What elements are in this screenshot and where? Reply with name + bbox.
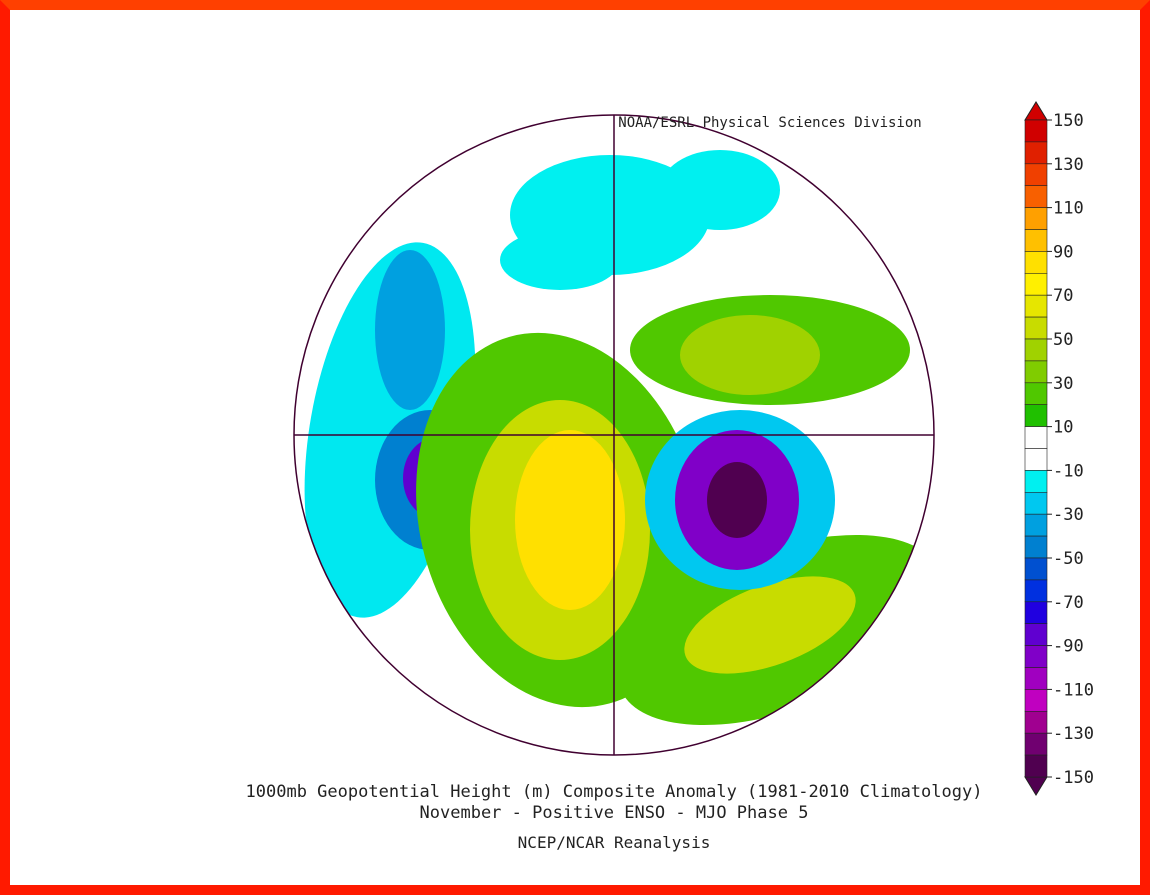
colorbar-segment (1024, 360, 1048, 384)
colorbar-segment (1024, 470, 1048, 493)
source: NCEP/NCAR Reanalysis (518, 833, 711, 852)
colorbar-segment (1024, 754, 1048, 778)
colorbar-top-arrow (1024, 101, 1048, 121)
subtitle: November - Positive ENSO - MJO Phase 5 (420, 803, 809, 823)
colorbar-segment (1024, 141, 1048, 165)
colorbar-label: -50 (1053, 549, 1084, 569)
colorbar-label: 30 (1053, 374, 1073, 394)
colorbar-segment (1024, 491, 1048, 515)
colorbar-label: -10 (1053, 461, 1084, 481)
colorbar-label: 10 (1053, 418, 1073, 438)
colorbar-segment (1024, 163, 1048, 187)
colorbar-label: -150 (1053, 768, 1094, 788)
colorbar-segment (1024, 119, 1048, 143)
colorbar-label: 70 (1053, 286, 1073, 306)
colorbar-segment (1024, 251, 1048, 274)
colorbar-segment (1024, 667, 1048, 690)
colorbar-segment (1024, 185, 1048, 208)
credit: NOAA/ESRL Physical Sciences Division (618, 115, 921, 131)
colorbar: 150 130 110 90 70 50 30 10 -10 -30 -50 -70 -90 -110 -1… (1024, 101, 1094, 796)
colorbar-label: -130 (1053, 724, 1094, 744)
colorbar-label: 50 (1053, 330, 1073, 350)
map-field (294, 115, 934, 755)
colorbar-segment (1024, 448, 1048, 471)
colorbar-segment (1024, 689, 1048, 712)
colorbar-segment (1024, 316, 1048, 340)
colorbar-segment (1024, 710, 1048, 734)
colorbar-segment (1024, 645, 1048, 668)
colorbar-segment (1024, 426, 1048, 449)
colorbar-segment (1024, 601, 1048, 624)
colorbar-segment (1024, 404, 1048, 427)
colorbar-bottom-arrow (1024, 776, 1048, 796)
colorbar-segment (1024, 272, 1048, 296)
colorbar-segment (1024, 207, 1048, 230)
colorbar-segment (1024, 338, 1048, 362)
colorbar-segment (1024, 732, 1048, 756)
title: 1000mb Geopotential Height (m) Composite… (246, 782, 983, 802)
colorbar-segment (1024, 513, 1048, 537)
colorbar-label: 110 (1053, 199, 1084, 219)
colorbar-label: -70 (1053, 593, 1084, 613)
colorbar-segment (1024, 535, 1048, 559)
colorbar-segment (1024, 294, 1048, 318)
colorbar-segment (1024, 623, 1048, 646)
colorbar-label: 150 (1053, 111, 1084, 131)
colorbar-label: -110 (1053, 680, 1094, 700)
colorbar-segment (1024, 579, 1048, 603)
colorbar-segment (1024, 557, 1048, 581)
colorbar-segment (1024, 382, 1048, 405)
colorbar-segment (1024, 229, 1048, 252)
colorbar-label: 90 (1053, 242, 1073, 262)
colorbar-label: -30 (1053, 505, 1084, 525)
colorbar-label: -90 (1053, 637, 1084, 657)
colorbar-label: 130 (1053, 155, 1084, 175)
